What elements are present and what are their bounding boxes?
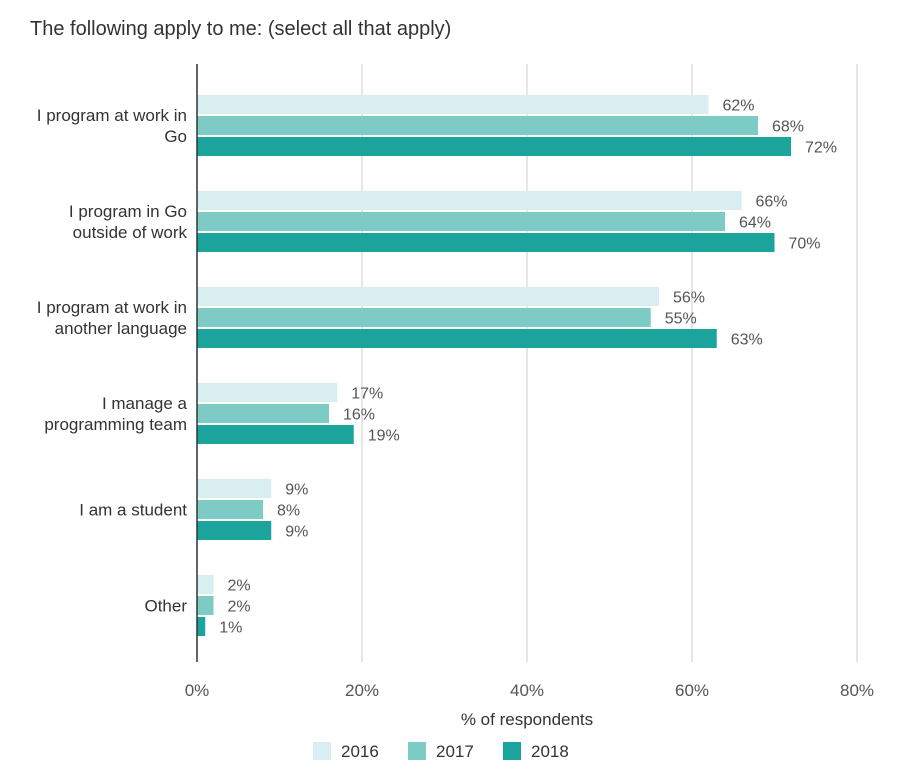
value-label: 66% <box>756 194 788 211</box>
value-label: 72% <box>805 140 837 157</box>
legend-label: 2017 <box>436 742 474 761</box>
value-label: 64% <box>739 215 771 232</box>
bar-2016-2 <box>197 287 659 306</box>
x-tick-label: 60% <box>675 681 709 700</box>
category-label: another language <box>55 319 187 338</box>
legend-label: 2018 <box>531 742 569 761</box>
category-label: I am a student <box>79 501 187 520</box>
bar-2018-2 <box>197 329 717 348</box>
bar-2016-3 <box>197 383 338 402</box>
legend-swatch-2018 <box>503 742 521 760</box>
value-label: 56% <box>673 290 705 307</box>
value-label: 68% <box>772 119 804 136</box>
bar-2018-5 <box>197 617 206 636</box>
x-axis-title: % of respondents <box>461 710 593 729</box>
x-axis: 0% 20% 40% 60% 80% % of respondents <box>185 64 874 729</box>
value-label: 70% <box>789 236 821 253</box>
bar-2018-3 <box>197 425 354 444</box>
x-tick-label: 0% <box>185 681 210 700</box>
bar-2016-4 <box>197 479 272 498</box>
bar-2018-1 <box>197 233 775 252</box>
bar-2016-1 <box>197 191 742 210</box>
category-label: I program in Go <box>69 202 187 221</box>
value-label: 2% <box>228 599 251 616</box>
x-tick-label: 20% <box>345 681 379 700</box>
category-label: programming team <box>44 415 187 434</box>
value-label: 62% <box>723 98 755 115</box>
value-label: 2% <box>228 578 251 595</box>
category-label: Other <box>144 597 187 616</box>
value-label: 19% <box>368 428 400 445</box>
value-label: 16% <box>343 407 375 424</box>
bar-2017-2 <box>197 308 651 327</box>
bars <box>197 95 791 636</box>
bar-2018-4 <box>197 521 272 540</box>
category-label: outside of work <box>73 223 188 242</box>
value-label: 8% <box>277 503 300 520</box>
bar-2018-0 <box>197 137 791 156</box>
x-tick-label: 80% <box>840 681 874 700</box>
bar-2017-1 <box>197 212 725 231</box>
value-label: 9% <box>285 482 308 499</box>
bar-2017-3 <box>197 404 329 423</box>
bar-2017-4 <box>197 500 263 519</box>
gridlines <box>361 64 858 662</box>
legend-label: 2016 <box>341 742 379 761</box>
value-label: 17% <box>351 386 383 403</box>
chart-title: The following apply to me: (select all t… <box>30 18 452 40</box>
category-label: I manage a <box>102 394 188 413</box>
bar-2016-5 <box>197 575 214 594</box>
bar-2017-5 <box>197 596 214 615</box>
value-label: 9% <box>285 524 308 541</box>
value-label: 63% <box>731 332 763 349</box>
value-label: 55% <box>665 311 697 328</box>
legend-swatch-2016 <box>313 742 331 760</box>
value-labels: 62% 68%72% 66% 64% 70% 56% 55% 63% 17% 16% 19% 9% 8%… <box>219 98 837 637</box>
category-labels: I program at work in Go I program in Go out… <box>37 106 188 616</box>
bar-2017-0 <box>197 116 758 135</box>
legend-swatch-2017 <box>408 742 426 760</box>
category-label: I program at work in <box>37 298 187 317</box>
value-label: 1% <box>219 620 242 637</box>
category-label: I program at work in <box>37 106 187 125</box>
legend: 2016 2017 2018 <box>313 742 569 761</box>
bar-2016-0 <box>197 95 709 114</box>
category-label: Go <box>164 127 187 146</box>
x-tick-label: 40% <box>510 681 544 700</box>
